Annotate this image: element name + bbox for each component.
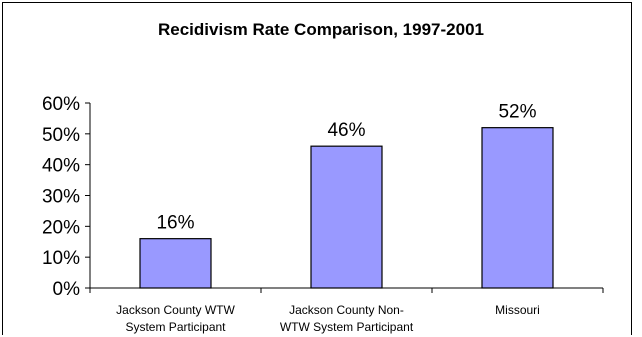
y-tick-label: 0% [53, 279, 81, 300]
x-tick-label: Jackson County WTW [116, 303, 235, 317]
data-label: 46% [327, 120, 365, 141]
data-label: 16% [156, 213, 194, 234]
y-tick-label: 20% [42, 217, 80, 238]
bar [310, 145, 383, 289]
chart-labels: 16% Jackson County WTW System Participant 4… [116, 102, 540, 334]
x-tick-label: Missouri [495, 303, 540, 317]
x-tick-label: Jackson County Non- [289, 303, 404, 317]
y-tick-label: 40% [42, 156, 80, 177]
bar [481, 127, 554, 289]
chart-bars [139, 127, 554, 289]
y-tick-label: 10% [42, 248, 80, 269]
chart-frame [2, 2, 632, 335]
y-tick-label: 50% [42, 125, 80, 146]
chart-title: Recidivism Rate Comparison, 1997-2001 [158, 20, 484, 39]
y-tick-label: 60% [42, 94, 80, 115]
data-label: 52% [498, 102, 536, 123]
x-tick-label: WTW System Participant [280, 320, 414, 334]
y-tick-label: 30% [42, 187, 80, 208]
x-tick-label: System Participant [125, 320, 226, 334]
bar [139, 238, 212, 289]
